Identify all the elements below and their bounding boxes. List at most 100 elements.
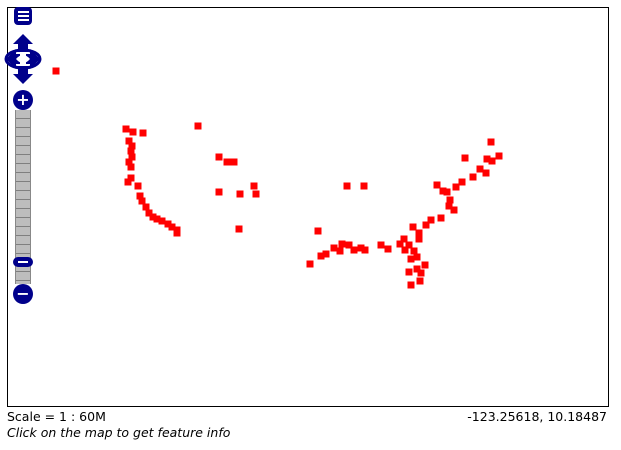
map-feature-point[interactable]	[488, 157, 496, 165]
map-feature-point[interactable]	[350, 246, 358, 254]
map-feature-point[interactable]	[173, 229, 181, 237]
map-feature-point[interactable]	[405, 268, 413, 276]
mouse-position-readout: -123.25618, 10.18487	[467, 409, 607, 424]
map-feature-point[interactable]	[215, 153, 223, 161]
map-feature-point[interactable]	[445, 202, 453, 210]
map-feature-point[interactable]	[122, 125, 130, 133]
map-feature-point[interactable]	[343, 182, 351, 190]
map-feature-point[interactable]	[409, 223, 417, 231]
map-feature-point[interactable]	[223, 158, 231, 166]
map-feature-point[interactable]	[421, 261, 429, 269]
map-feature-point[interactable]	[482, 169, 490, 177]
map-feature-point[interactable]	[252, 190, 260, 198]
zoom-slider-handle[interactable]	[13, 257, 33, 267]
map-feature-point[interactable]	[250, 182, 258, 190]
map-feature-point[interactable]	[357, 244, 365, 252]
map-feature-point[interactable]	[450, 206, 458, 214]
map-feature-point[interactable]	[322, 250, 330, 258]
zoom-bar: + −	[13, 90, 33, 304]
zoom-slider-track[interactable]	[13, 110, 33, 284]
map-feature-point[interactable]	[446, 196, 454, 204]
map-feature-point[interactable]	[495, 152, 503, 160]
map-canvas[interactable]	[8, 8, 609, 407]
arrow-up-icon[interactable]	[13, 34, 33, 52]
map-feature-point[interactable]	[443, 188, 451, 196]
map-feature-point[interactable]	[415, 229, 423, 237]
map-feature-point[interactable]	[145, 209, 153, 217]
map-feature-point[interactable]	[52, 67, 60, 75]
map-feature-point[interactable]	[128, 142, 136, 150]
map-feature-point[interactable]	[407, 255, 415, 263]
map-feature-point[interactable]	[422, 221, 430, 229]
map-feature-point[interactable]	[336, 247, 344, 255]
arrow-right-icon[interactable]	[26, 49, 40, 69]
map-feature-point[interactable]	[215, 188, 223, 196]
map-feature-point[interactable]	[139, 129, 147, 137]
map-feature-point[interactable]	[125, 158, 133, 166]
arrow-left-icon[interactable]	[6, 49, 20, 69]
map-feature-point[interactable]	[476, 165, 484, 173]
scale-label: Scale = 1 : 60M	[7, 409, 106, 424]
map-feature-point[interactable]	[427, 216, 435, 224]
map-feature-point[interactable]	[127, 147, 135, 155]
map-feature-point[interactable]	[413, 265, 421, 273]
map-feature-point[interactable]	[134, 182, 142, 190]
map-feature-point[interactable]	[345, 241, 353, 249]
map-feature-point[interactable]	[400, 235, 408, 243]
map-feature-point[interactable]	[483, 155, 491, 163]
map-feature-point[interactable]	[439, 187, 447, 195]
map-feature-point[interactable]	[487, 138, 495, 146]
map-feature-point[interactable]	[469, 173, 477, 181]
map-feature-point[interactable]	[136, 192, 144, 200]
pan-ring	[4, 48, 42, 70]
map-feature-point[interactable]	[128, 153, 136, 161]
map-feature-point[interactable]	[230, 158, 238, 166]
map-feature-point[interactable]	[194, 122, 202, 130]
map-feature-point[interactable]	[338, 240, 346, 248]
map-feature-point[interactable]	[377, 241, 385, 249]
layer-switcher-button[interactable]	[14, 7, 32, 25]
map-viewport[interactable]	[7, 7, 609, 407]
map-feature-point[interactable]	[317, 252, 325, 260]
map-feature-point[interactable]	[164, 220, 172, 228]
map-feature-point[interactable]	[361, 246, 369, 254]
map-feature-point[interactable]	[405, 241, 413, 249]
map-feature-point[interactable]	[127, 174, 135, 182]
feature-info-hint: Click on the map to get feature info	[7, 425, 231, 440]
map-feature-point[interactable]	[415, 235, 423, 243]
map-feature-point[interactable]	[149, 213, 157, 221]
map-feature-point[interactable]	[452, 183, 460, 191]
map-feature-point[interactable]	[416, 277, 424, 285]
arrow-down-icon[interactable]	[13, 66, 33, 84]
map-feature-point[interactable]	[142, 203, 150, 211]
map-feature-point[interactable]	[413, 253, 421, 261]
map-feature-point[interactable]	[433, 181, 441, 189]
map-feature-point[interactable]	[360, 182, 368, 190]
map-feature-point[interactable]	[125, 137, 133, 145]
zoom-in-button[interactable]: +	[13, 90, 33, 110]
map-feature-point[interactable]	[410, 247, 418, 255]
pan-control	[4, 32, 42, 90]
map-feature-point[interactable]	[401, 246, 409, 254]
map-feature-point[interactable]	[314, 227, 322, 235]
map-feature-point[interactable]	[407, 281, 415, 289]
zoom-out-button[interactable]: −	[13, 284, 33, 304]
map-feature-point[interactable]	[437, 214, 445, 222]
map-feature-point[interactable]	[153, 215, 161, 223]
map-feature-point[interactable]	[168, 223, 176, 231]
map-feature-point[interactable]	[129, 128, 137, 136]
map-feature-point[interactable]	[330, 244, 338, 252]
map-feature-point[interactable]	[384, 245, 392, 253]
map-feature-point[interactable]	[458, 178, 466, 186]
map-feature-point[interactable]	[124, 178, 132, 186]
map-feature-point[interactable]	[127, 163, 135, 171]
list-icon	[17, 11, 29, 13]
map-feature-point[interactable]	[158, 217, 166, 225]
map-feature-point[interactable]	[235, 225, 243, 233]
map-feature-point[interactable]	[236, 190, 244, 198]
map-feature-point[interactable]	[461, 154, 469, 162]
map-feature-point[interactable]	[138, 197, 146, 205]
map-feature-point[interactable]	[396, 240, 404, 248]
map-feature-point[interactable]	[306, 260, 314, 268]
map-feature-point[interactable]	[417, 269, 425, 277]
